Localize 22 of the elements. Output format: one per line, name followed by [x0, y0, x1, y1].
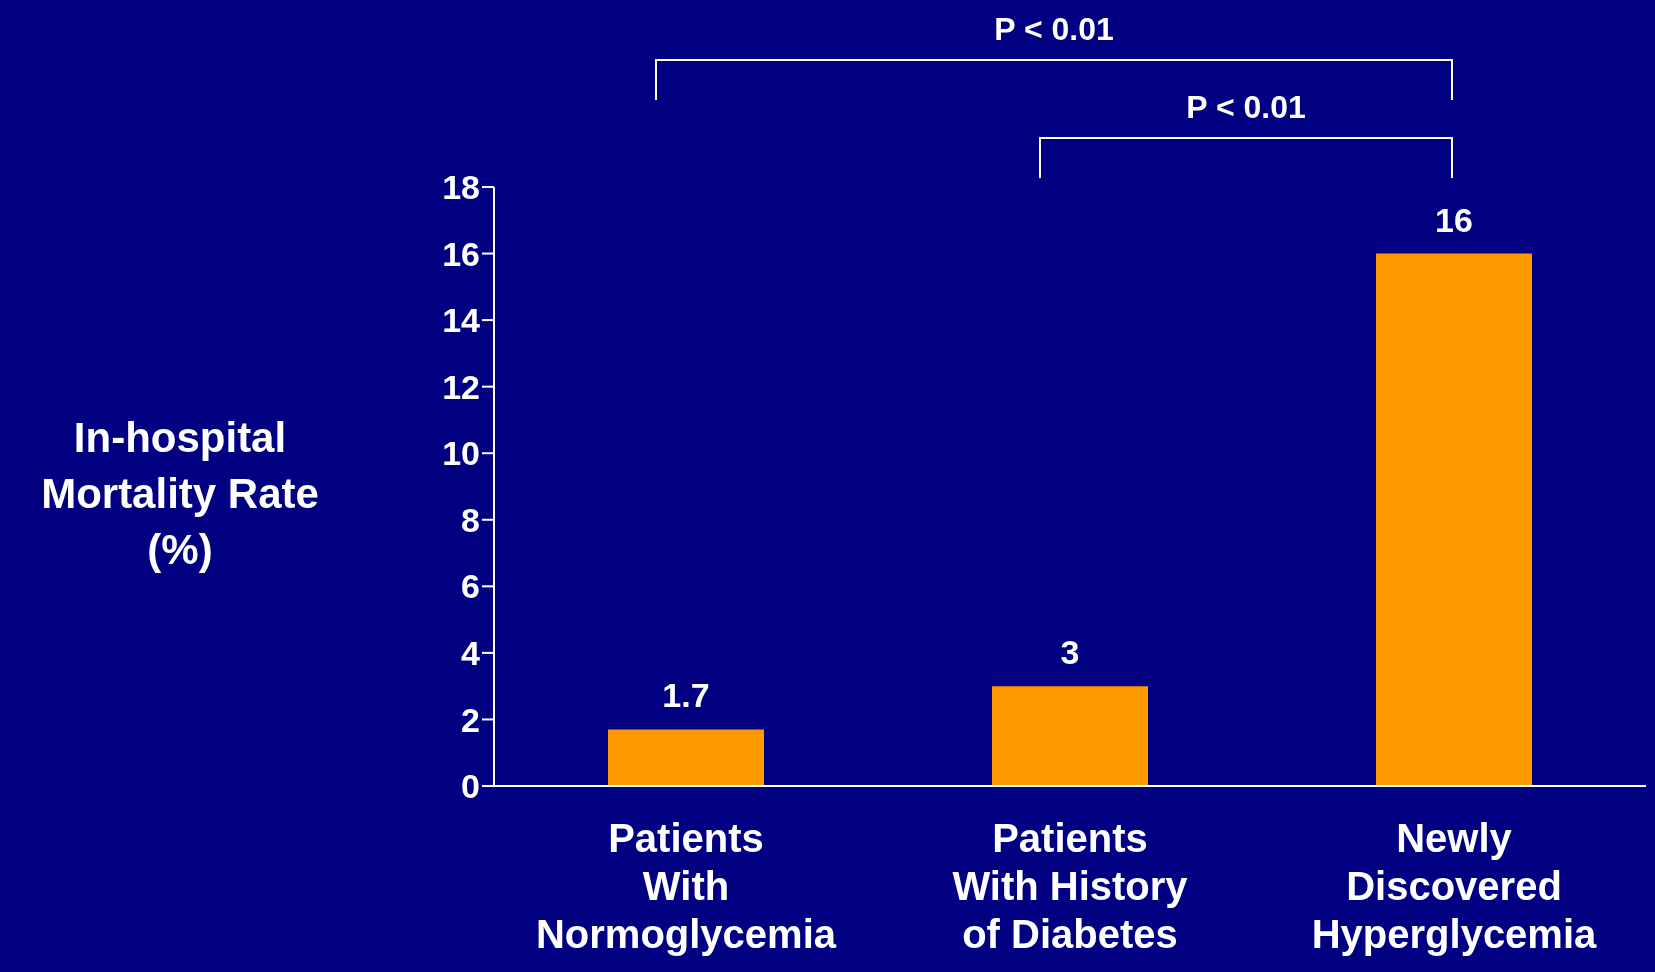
y-axis-title: In-hospital Mortality Rate (%)	[40, 413, 320, 575]
text: P < 0.01	[1186, 89, 1306, 125]
data-label: 3	[1060, 633, 1080, 672]
bar	[1376, 253, 1532, 786]
y-tick-label: 14	[442, 301, 481, 340]
y-tick-label: 0	[461, 767, 480, 806]
y-tick-label: 12	[442, 367, 480, 406]
y-tick-label: 18	[442, 168, 480, 207]
y-tick-label: 2	[461, 700, 480, 739]
bar	[608, 729, 764, 786]
x-tick-label: Newly Discovered Hyperglycemia	[1311, 816, 1598, 956]
y-tick-label: 16	[442, 234, 480, 273]
text: P < 0.01	[994, 11, 1114, 47]
data-label: 16	[1435, 200, 1473, 239]
y-tick-label: 4	[461, 633, 481, 672]
x-tick-label: Patients With History of Diabetes	[952, 816, 1189, 956]
y-tick-label: 8	[461, 500, 480, 539]
x-tick-label: Patients With Normoglycemia	[535, 816, 837, 956]
data-label: 1.7	[662, 676, 710, 715]
y-tick-label: 6	[461, 567, 480, 606]
y-tick-label: 10	[442, 434, 480, 473]
bar	[992, 686, 1148, 786]
